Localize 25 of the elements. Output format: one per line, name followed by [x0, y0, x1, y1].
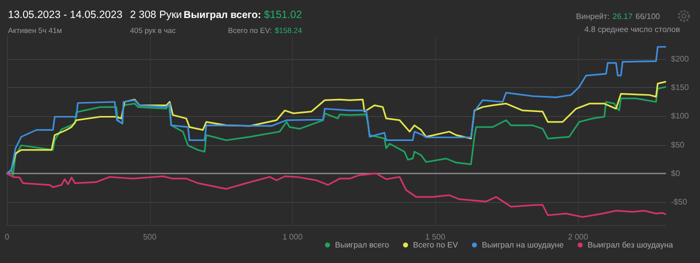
text: Винрейт:: [576, 12, 610, 21]
text: Выиграл всего:: [184, 10, 262, 21]
y-tick-label: $100: [671, 112, 690, 121]
x-tick-label: 1 000: [282, 232, 304, 242]
y-tick-label: $50: [671, 140, 685, 150]
chart-title: 13.05.2023 - 14.05.2023: [8, 9, 122, 21]
y-tick-label: $150: [671, 83, 690, 92]
text: 66/100: [636, 12, 660, 21]
x-tick-label: 2 000: [568, 232, 589, 242]
line-series: [6, 172, 666, 218]
text: $151.02: [264, 9, 302, 21]
x-tick-label: 500: [143, 232, 157, 242]
text: 2 308 Руки: [130, 9, 182, 21]
legend-label: Выиграл без шоудауна: [588, 240, 674, 250]
y-tick-label: $0: [671, 168, 680, 178]
line-series: [6, 46, 666, 174]
legend-label: Всего по EV: [413, 240, 459, 250]
y-tick-label: -$50: [671, 198, 688, 207]
y-tick-label: $200: [671, 54, 690, 64]
text: 4.8 среднее число столов: [584, 25, 680, 34]
text: 26.17: [612, 12, 633, 21]
x-tick-label: 0: [4, 232, 10, 242]
legend-label: Выиграл всего: [334, 240, 390, 250]
x-tick-label: 1 500: [425, 232, 446, 242]
legend-label: Выиграл на шоудауне: [482, 240, 564, 250]
